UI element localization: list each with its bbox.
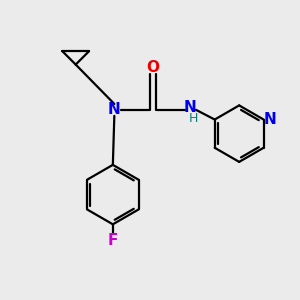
Text: N: N [264,112,277,127]
Text: N: N [108,102,121,117]
Text: N: N [184,100,196,115]
Text: F: F [108,233,118,248]
Text: O: O [146,60,160,75]
Text: H: H [189,112,198,125]
